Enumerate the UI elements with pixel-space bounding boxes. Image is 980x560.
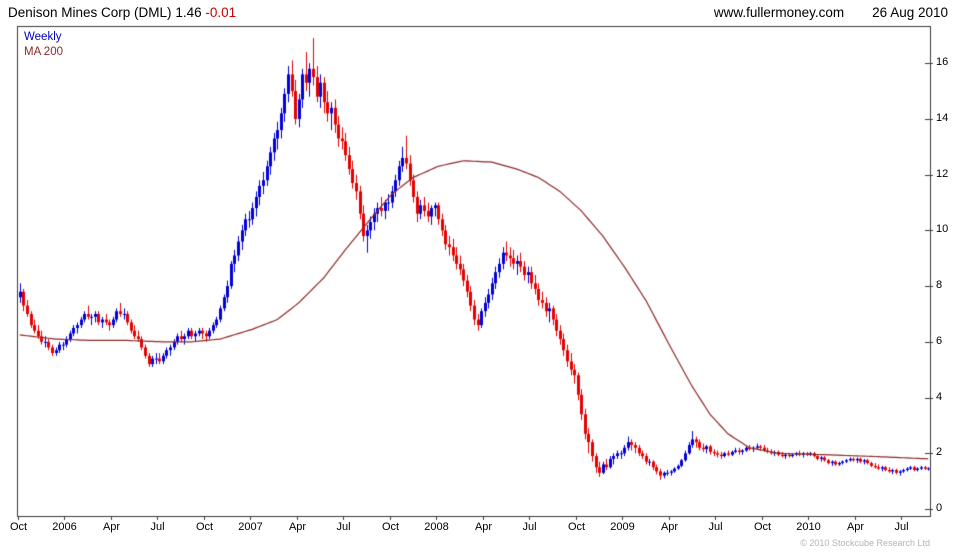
x-axis-label: Apr — [474, 521, 493, 533]
x-axis-label: Jul — [522, 521, 537, 533]
y-axis-label: 8 — [936, 279, 943, 292]
x-axis-label: Oct — [195, 521, 214, 533]
x-axis-label: Oct — [567, 521, 586, 533]
y-axis-label: 10 — [936, 223, 949, 236]
x-axis-label: Oct — [381, 521, 400, 533]
x-axis-label: Jul — [894, 521, 909, 533]
y-axis-label: 0 — [936, 502, 943, 515]
y-axis-label: 14 — [936, 111, 949, 124]
x-axis-label: 2008 — [424, 521, 449, 533]
x-axis-label: Oct — [9, 521, 28, 533]
x-axis-label: 2009 — [610, 521, 635, 533]
x-axis-label: Oct — [753, 521, 772, 533]
x-axis-label: 2010 — [796, 521, 821, 533]
y-axis-label: 16 — [936, 56, 949, 69]
y-axis-label: 2 — [936, 446, 943, 459]
x-axis-label: Apr — [288, 521, 307, 533]
legend-ma200-label: MA 200 — [24, 46, 63, 58]
x-axis-label: Jul — [150, 521, 165, 533]
x-axis-label: Apr — [102, 521, 121, 533]
x-axis-label: 2007 — [238, 521, 263, 533]
y-axis-label: 4 — [936, 390, 943, 403]
x-axis-label: Jul — [336, 521, 351, 533]
x-axis-label: Apr — [660, 521, 679, 533]
copyright-notice: © 2010 Stockcube Research Ltd — [800, 538, 930, 548]
chart-legend: Weekly MA 200 — [24, 30, 63, 60]
y-axis-label: 6 — [936, 334, 943, 347]
x-axis-label: 2006 — [52, 521, 77, 533]
legend-weekly-label: Weekly — [24, 31, 62, 43]
x-axis-label: Jul — [708, 521, 723, 533]
x-axis-label: Apr — [846, 521, 865, 533]
y-axis-label: 12 — [936, 167, 949, 180]
